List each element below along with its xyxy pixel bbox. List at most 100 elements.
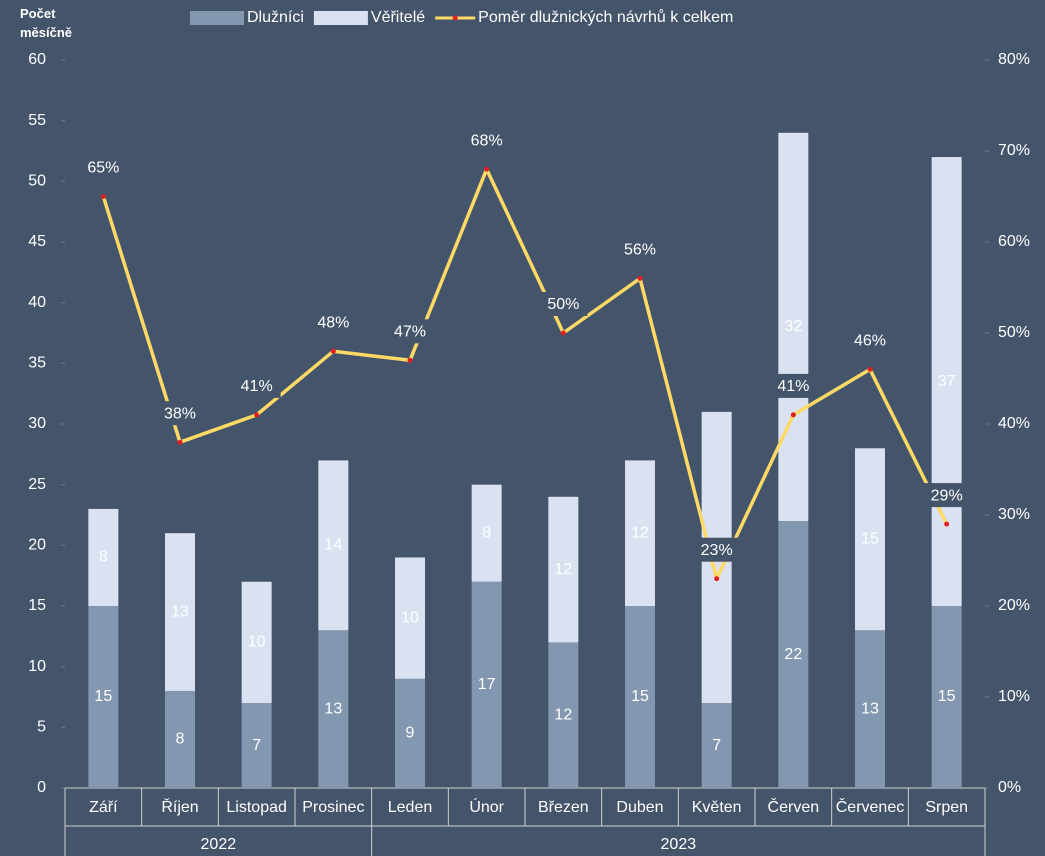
ratio-label-bg bbox=[769, 373, 818, 398]
y2-tick-label: 20% bbox=[998, 597, 1030, 614]
y-tick-label: 5 bbox=[37, 719, 46, 736]
bar-value-label: 12 bbox=[554, 561, 572, 578]
bar-segment bbox=[548, 642, 579, 788]
ratio-line bbox=[101, 167, 949, 581]
y-tick-label: 15 bbox=[28, 597, 46, 614]
ratio-label: 46% bbox=[854, 333, 886, 350]
ratio-label-bg bbox=[846, 328, 894, 353]
x-tick-label: Prosinec bbox=[302, 799, 364, 816]
ratio-marker bbox=[637, 275, 643, 281]
ratio-label-bg bbox=[462, 128, 511, 153]
ratio-label: 56% bbox=[624, 242, 656, 259]
ratio-label-bg bbox=[79, 155, 128, 180]
bar-value-label: 22 bbox=[784, 646, 802, 663]
y-tick-label: 35 bbox=[28, 355, 46, 372]
bar-segment bbox=[471, 581, 502, 788]
x-tick-label: Listopad bbox=[226, 799, 287, 816]
y-tick-label: 25 bbox=[28, 476, 46, 493]
y-tick-label: 60 bbox=[28, 51, 46, 68]
bar-value-label: 12 bbox=[631, 524, 649, 541]
y-tick-label: 0 bbox=[37, 779, 46, 796]
ratio-marker bbox=[254, 412, 260, 418]
ratio-label: 68% bbox=[471, 132, 503, 149]
bar-segment bbox=[88, 606, 119, 788]
bar-segment bbox=[165, 690, 195, 788]
bar-value-label: 15 bbox=[94, 688, 112, 705]
ratio-marker bbox=[407, 357, 413, 363]
legend-label: Poměr dlužnických návrhů k celkem bbox=[478, 8, 733, 26]
bar-segment bbox=[701, 703, 732, 788]
ratio-marker bbox=[867, 366, 873, 372]
bar-segment bbox=[625, 460, 655, 606]
ratio-marker bbox=[714, 576, 720, 582]
group-label: 2022 bbox=[201, 836, 237, 853]
ratio-marker bbox=[944, 521, 950, 527]
bar-segment bbox=[931, 157, 962, 607]
bar-value-label: 15 bbox=[861, 530, 879, 547]
bar-segment bbox=[548, 496, 579, 643]
bar-segment bbox=[318, 460, 349, 631]
ratio-label: 47% bbox=[394, 324, 426, 341]
x-tick-label: Červenec bbox=[836, 797, 904, 816]
x-tick-label: Červen bbox=[768, 797, 820, 816]
x-tick-label: Říjen bbox=[161, 797, 198, 816]
y2-tick-label: 80% bbox=[998, 51, 1030, 68]
bar-value-label: 9 bbox=[406, 725, 415, 742]
y2-tick-label: 50% bbox=[998, 324, 1030, 341]
bar-segment bbox=[318, 630, 349, 788]
bar-segment bbox=[778, 521, 809, 788]
bar-segment bbox=[395, 678, 425, 788]
bar-value-label: 7 bbox=[252, 737, 261, 754]
bar-segment bbox=[855, 448, 885, 631]
x-tick-label: Únor bbox=[469, 797, 504, 816]
x-tick-label: Březen bbox=[538, 799, 589, 816]
x-tick-label: Leden bbox=[388, 799, 433, 816]
x-tick-label: Květen bbox=[692, 799, 742, 816]
bar-value-label: 17 bbox=[478, 676, 496, 693]
x-tick-label: Září bbox=[89, 799, 118, 816]
y-axis-label: Počet měsíčně bbox=[20, 6, 73, 40]
bar-segment bbox=[88, 508, 119, 606]
y2-tick-label: 30% bbox=[998, 506, 1030, 523]
ratio-marker bbox=[790, 412, 796, 418]
legend-swatch bbox=[313, 11, 368, 25]
bar-value-label: 12 bbox=[554, 706, 572, 723]
ratio-label: 65% bbox=[87, 160, 119, 177]
ratio-label-bg bbox=[922, 483, 971, 508]
bar-value-label: 10 bbox=[401, 609, 419, 626]
legend-marker bbox=[452, 15, 458, 21]
legend-label: Dlužníci bbox=[247, 9, 304, 26]
x-tick-label: Duben bbox=[616, 799, 663, 816]
ratio-label-bg bbox=[232, 373, 281, 398]
ratio-label-bg bbox=[692, 537, 741, 562]
y2-tick-label: 10% bbox=[998, 688, 1030, 705]
ratio-marker bbox=[177, 439, 183, 445]
y2-tick-label: 70% bbox=[998, 142, 1030, 159]
bar-segment bbox=[241, 581, 272, 704]
y-tick-label: 45 bbox=[28, 233, 46, 250]
bar-segment bbox=[931, 606, 962, 788]
y-tick-label: 30 bbox=[28, 415, 46, 432]
ratio-marker bbox=[484, 166, 490, 172]
bar-segment bbox=[625, 606, 655, 788]
ratio-marker bbox=[100, 194, 106, 199]
bar-segment bbox=[395, 557, 425, 679]
bar-value-label: 14 bbox=[324, 537, 342, 554]
bar-value-label: 8 bbox=[99, 549, 108, 566]
y2-tick-label: 40% bbox=[998, 415, 1030, 432]
y-tick-label: 20 bbox=[28, 537, 46, 554]
bar-value-label: 37 bbox=[938, 373, 956, 390]
y-tick-label: 40 bbox=[28, 294, 46, 311]
bar-segment bbox=[855, 630, 885, 788]
ratio-label: 23% bbox=[701, 542, 733, 559]
bar-segment bbox=[165, 533, 195, 691]
bar-value-label: 10 bbox=[248, 634, 266, 651]
legend-label: Věřitelé bbox=[371, 9, 425, 26]
bar-value-label: 7 bbox=[712, 737, 721, 754]
ratio-label: 38% bbox=[164, 405, 196, 422]
bar-value-label: 13 bbox=[171, 603, 189, 620]
ratio-label-bg bbox=[386, 319, 434, 344]
bar-value-label: 32 bbox=[784, 318, 802, 335]
bar-value-label: 8 bbox=[482, 524, 491, 541]
